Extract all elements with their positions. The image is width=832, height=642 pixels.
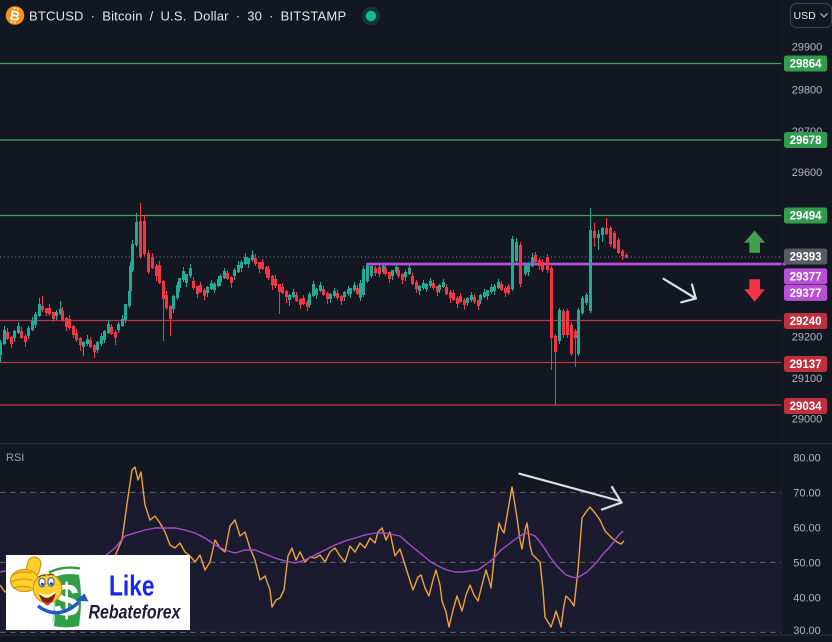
svg-text:29100: 29100 <box>792 373 823 385</box>
svg-text:29377: 29377 <box>790 271 822 283</box>
svg-text:29240: 29240 <box>790 316 822 328</box>
svg-text:29864: 29864 <box>790 59 823 71</box>
svg-text:BTCUSD · Bitcoin / U.S. Dollar: BTCUSD · Bitcoin / U.S. Dollar · 30 · BI… <box>29 9 346 24</box>
svg-text:60.00: 60.00 <box>793 522 821 534</box>
svg-text:29377: 29377 <box>790 288 822 300</box>
svg-text:29137: 29137 <box>790 359 822 371</box>
svg-text:30.00: 30.00 <box>793 625 821 637</box>
svg-text:Like: Like <box>109 571 155 603</box>
svg-text:29678: 29678 <box>790 135 823 147</box>
svg-text:29393: 29393 <box>790 252 822 264</box>
svg-text:Rebateforex: Rebateforex <box>89 603 182 624</box>
svg-text:29900: 29900 <box>792 42 823 54</box>
svg-text:29494: 29494 <box>790 211 823 223</box>
svg-text:USD: USD <box>794 10 817 22</box>
svg-text:29600: 29600 <box>792 167 823 179</box>
svg-text:29000: 29000 <box>792 414 823 426</box>
svg-text:80.00: 80.00 <box>793 452 821 464</box>
svg-text:40.00: 40.00 <box>793 592 821 604</box>
svg-text:29200: 29200 <box>792 332 823 344</box>
svg-text:70.00: 70.00 <box>793 487 821 499</box>
svg-text:29800: 29800 <box>792 85 823 97</box>
svg-text:RSI: RSI <box>6 452 24 464</box>
svg-text:50.00: 50.00 <box>793 557 821 569</box>
svg-text:29034: 29034 <box>790 401 823 413</box>
